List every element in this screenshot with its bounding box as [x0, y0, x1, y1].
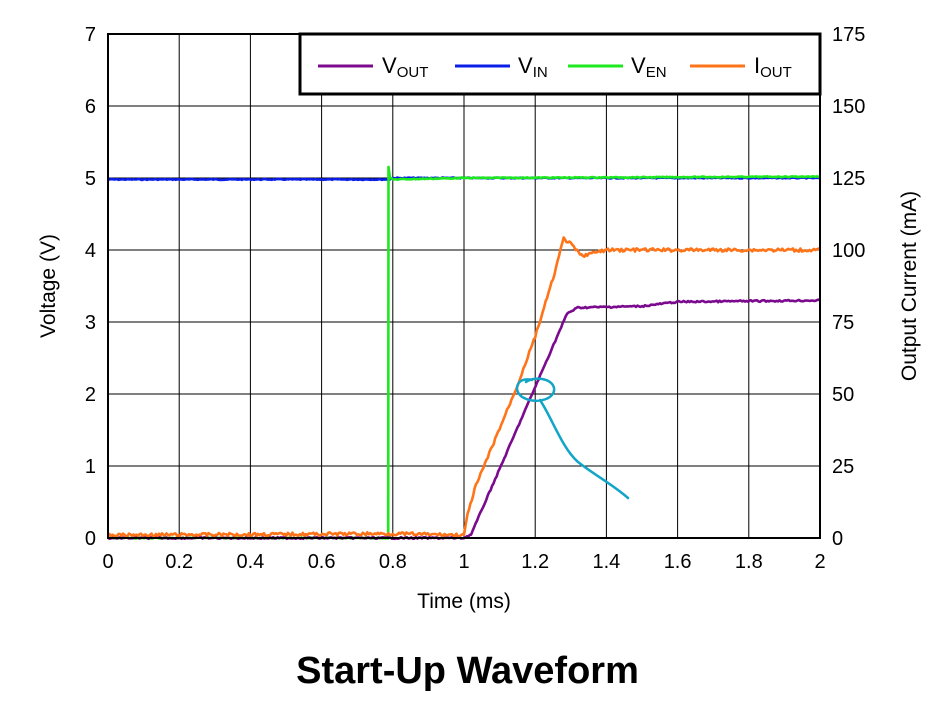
- x-axis-label: Time (ms): [417, 590, 511, 613]
- y-axis-right-label: Output Current (mA): [898, 191, 921, 381]
- x-tick-label: 2: [814, 551, 825, 573]
- legend-label-iout: IOUT: [754, 53, 792, 81]
- y-left-tick-label: 6: [85, 96, 96, 118]
- y-left-tick-label: 7: [85, 24, 96, 46]
- y-right-tick-label: 0: [832, 528, 843, 550]
- handwritten-annotation-mark: [515, 377, 630, 500]
- series-line-iout: [107, 236, 821, 538]
- figure-title: Start-Up Waveform: [296, 650, 639, 692]
- y-left-tick-label: 5: [85, 168, 96, 190]
- y-right-tick-label: 125: [832, 168, 865, 190]
- x-tick-label: 0.2: [165, 551, 193, 573]
- y-right-tick-label: 25: [832, 456, 854, 478]
- y-right-tick-label: 150: [832, 96, 865, 118]
- legend-label-ven: VEN: [631, 53, 667, 81]
- y-left-tick-label: 1: [85, 456, 96, 478]
- y-left-tick-label: 4: [85, 240, 96, 262]
- x-tick-label: 1.4: [592, 551, 620, 573]
- y-right-tick-label: 50: [832, 384, 854, 406]
- x-tick-label: 1.8: [735, 551, 763, 573]
- legend-box: [298, 32, 822, 96]
- x-tick-label: 1.2: [521, 551, 549, 573]
- x-tick-label: 0: [102, 551, 113, 573]
- y-left-tick-label: 2: [85, 384, 96, 406]
- y-right-tick-label: 100: [832, 240, 865, 262]
- grid: [107, 33, 821, 539]
- x-tick-label: 0.4: [236, 551, 264, 573]
- tick-labels: 0 0.2 0.4 0.6 0.8 1 1.2 1.4 1.6 1.8 20123456702550…: [85, 24, 866, 573]
- x-tick-label: 1: [458, 551, 469, 573]
- y-left-tick-label: 0: [85, 528, 96, 550]
- legend: VOUT VIN VEN IOUT: [298, 32, 822, 96]
- legend-label-vout: VOUT: [382, 53, 428, 81]
- y-left-tick-label: 3: [85, 312, 96, 334]
- x-tick-label: 0.8: [379, 551, 407, 573]
- y-right-tick-label: 75: [832, 312, 854, 334]
- x-tick-label: 0.6: [308, 551, 336, 573]
- legend-label-vin: VIN: [518, 53, 548, 81]
- x-tick-label: 1.6: [664, 551, 692, 573]
- y-right-tick-label: 175: [832, 24, 865, 46]
- y-axis-left-label: Voltage (V): [37, 234, 60, 338]
